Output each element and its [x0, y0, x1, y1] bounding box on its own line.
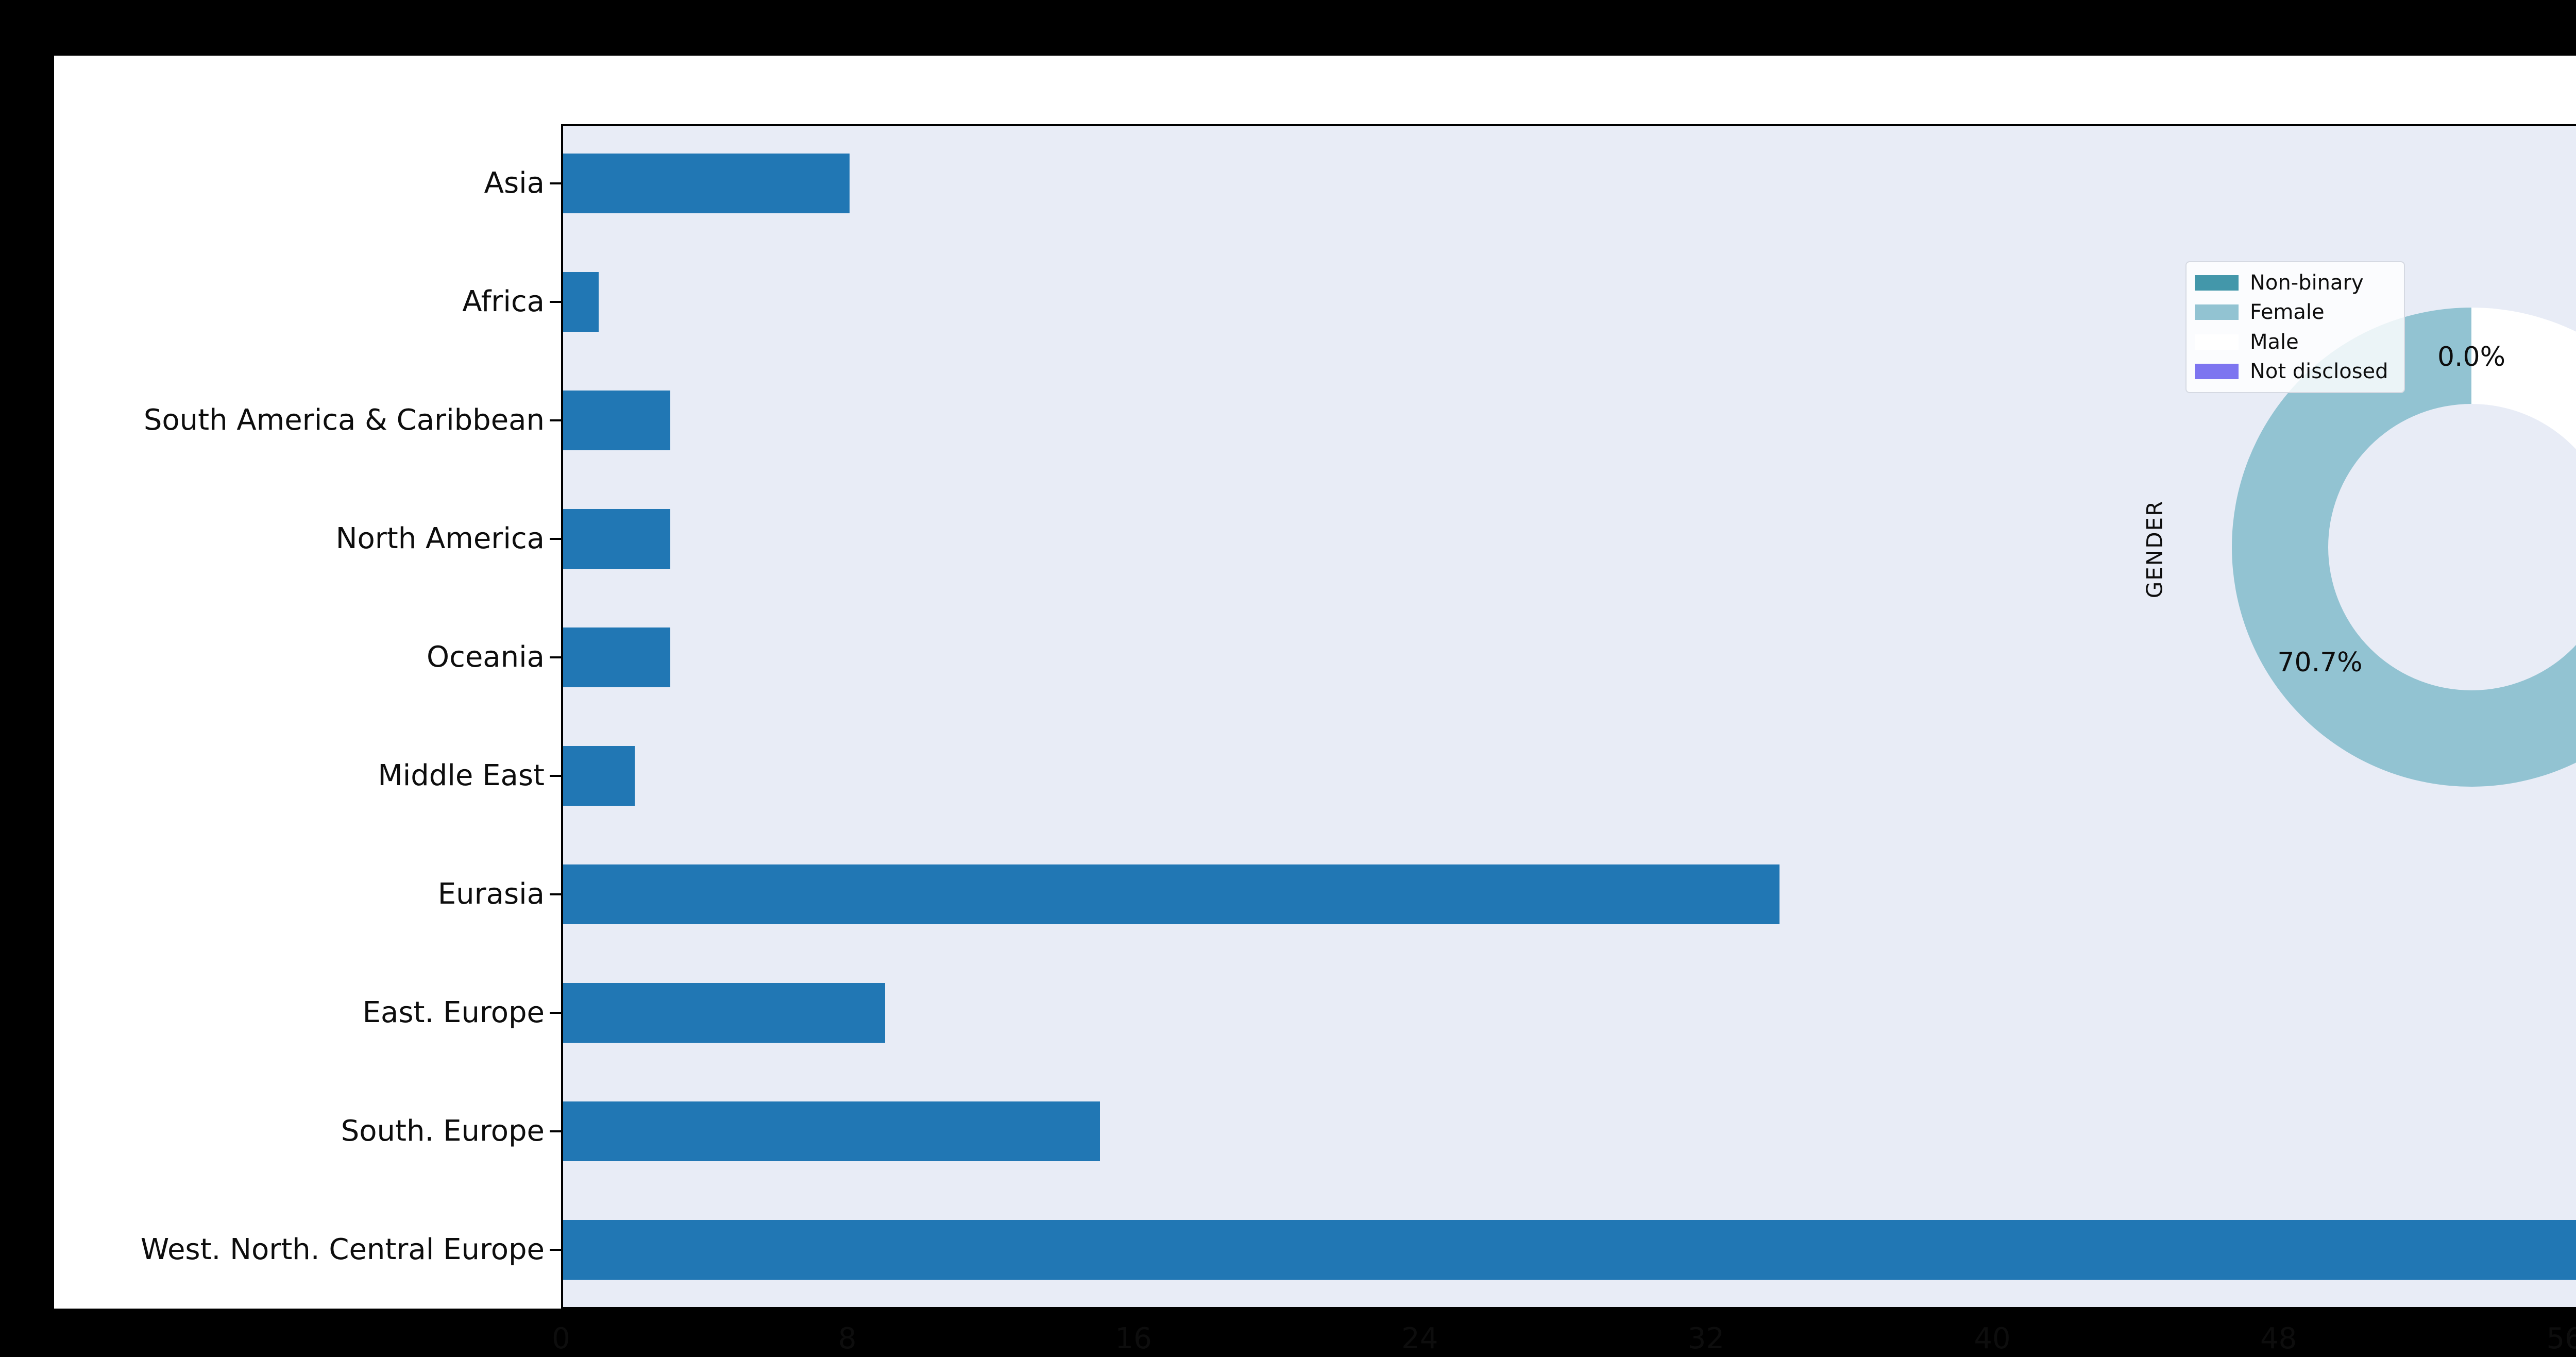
- y-tick-mark: [550, 775, 561, 777]
- y-tick-mark: [550, 1130, 561, 1132]
- legend-label: Non-binary: [2250, 271, 2364, 295]
- y-tick-mark: [550, 1249, 561, 1251]
- y-tick-mark: [550, 893, 561, 895]
- y-tick-mark: [550, 301, 561, 303]
- y-category-label: South. Europe: [341, 1114, 545, 1148]
- bar-South America & Caribbean: [563, 391, 671, 450]
- y-category-label: Eurasia: [437, 877, 545, 911]
- x-tick-label: 32: [1687, 1322, 1725, 1355]
- bar-South. Europe: [563, 1101, 1100, 1161]
- y-category-label: Middle East: [378, 759, 545, 792]
- x-tick-mark: [2277, 1311, 2280, 1321]
- bar-West. North. Central Europe: [563, 1220, 2576, 1280]
- bar-North America: [563, 509, 671, 569]
- y-category-label: Asia: [484, 166, 545, 200]
- legend-color-swatch: [2195, 275, 2239, 291]
- y-tick-mark: [550, 182, 561, 184]
- x-tick-label: 56: [2546, 1322, 2576, 1355]
- x-tick-mark: [846, 1311, 849, 1321]
- x-tick-mark: [2564, 1311, 2566, 1321]
- legend-item: Female: [2195, 300, 2397, 325]
- x-tick-label: 8: [838, 1322, 857, 1355]
- legend-item: Non-binary: [2195, 270, 2397, 295]
- y-tick-mark: [550, 656, 561, 658]
- gender-donut-chart: [2232, 308, 2576, 787]
- bar-Africa: [563, 272, 599, 332]
- x-tick-label: 16: [1115, 1322, 1152, 1355]
- gender-axis-label: GENDER: [2142, 500, 2167, 599]
- y-tick-mark: [550, 538, 561, 540]
- bar-Eurasia: [563, 864, 1780, 924]
- y-tick-mark: [550, 419, 561, 421]
- donut-pct-label: 0.0%: [2437, 342, 2506, 372]
- y-category-label: South America & Caribbean: [143, 403, 545, 437]
- bar-Oceania: [563, 627, 671, 687]
- legend-color-swatch: [2195, 304, 2239, 320]
- x-tick-mark: [1132, 1311, 1135, 1321]
- gender-legend: Non-binary Female Male Not disclosed: [2185, 261, 2405, 393]
- x-tick-mark: [560, 1311, 562, 1321]
- donut-pct-label: 70.7%: [2277, 647, 2363, 678]
- legend-item: Not disclosed: [2195, 359, 2397, 384]
- x-tick-mark: [1705, 1311, 1707, 1321]
- x-tick-mark: [1991, 1311, 1993, 1321]
- x-tick-label: 40: [1974, 1322, 2011, 1355]
- legend-color-swatch: [2195, 363, 2239, 379]
- legend-label: Male: [2250, 330, 2299, 354]
- donut-slice-Male: [2471, 308, 2576, 450]
- x-tick-label: 24: [1401, 1322, 1438, 1355]
- y-category-label: West. North. Central Europe: [140, 1233, 545, 1266]
- legend-label: Not disclosed: [2250, 359, 2388, 383]
- y-category-label: Oceania: [426, 640, 545, 674]
- bar-Asia: [563, 154, 850, 213]
- y-category-label: North America: [335, 522, 545, 555]
- legend-label: Female: [2250, 300, 2325, 325]
- x-tick-label: 0: [552, 1322, 570, 1355]
- donut-slice-Female: [2232, 308, 2576, 787]
- x-tick-label: 48: [2260, 1322, 2297, 1355]
- legend-item: Male: [2195, 330, 2397, 354]
- y-tick-mark: [550, 1012, 561, 1014]
- bar-Middle East: [563, 746, 635, 806]
- bar-East. Europe: [563, 983, 886, 1043]
- y-category-label: East. Europe: [362, 996, 545, 1029]
- legend-color-swatch: [2195, 334, 2239, 350]
- x-tick-mark: [1418, 1311, 1421, 1321]
- figure-background: Asia Africa South America & Caribbean North…: [54, 56, 2576, 1355]
- y-category-label: Africa: [462, 285, 545, 318]
